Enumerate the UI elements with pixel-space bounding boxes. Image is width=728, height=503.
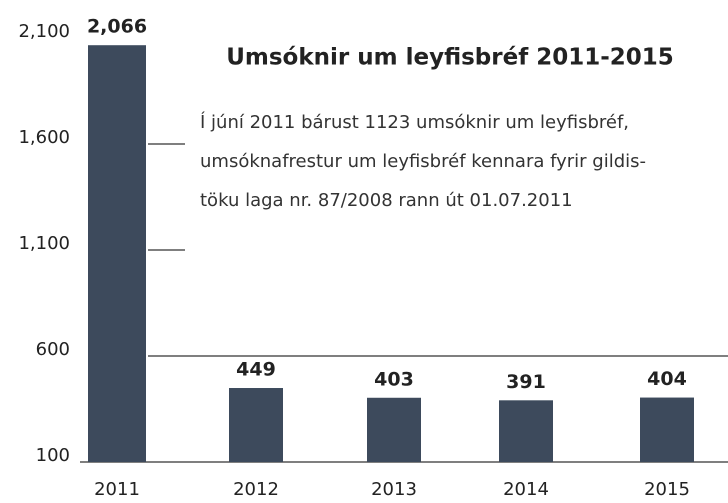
value-label: 403: [374, 368, 414, 390]
value-label: 449: [236, 359, 276, 381]
y-tick-label: 600: [36, 339, 70, 360]
bar: [640, 397, 694, 462]
value-label: 2,066: [87, 16, 147, 38]
annotation: umsóknafrestur um leyfisbréf kennara fyr…: [200, 151, 646, 172]
value-label: 391: [506, 371, 546, 393]
bar: [367, 397, 421, 462]
x-tick-label: 2013: [371, 479, 417, 500]
bar: [229, 388, 283, 462]
value-label: 404: [647, 368, 687, 390]
y-tick-label: 1,600: [18, 127, 70, 148]
x-tick-label: 2015: [644, 479, 690, 500]
annotation: töku laga nr. 87/2008 rann út 01.07.2011: [200, 190, 573, 211]
chart-title: Umsóknir um leyfisbréf 2011-2015: [226, 45, 674, 71]
y-tick-label: 100: [36, 445, 70, 466]
y-tick-label: 2,100: [18, 21, 70, 42]
x-tick-label: 2014: [503, 479, 549, 500]
annotation: Í júní 2011 bárust 1123 umsóknir um leyf…: [200, 111, 629, 133]
y-tick-label: 1,100: [18, 233, 70, 254]
x-tick-label: 2011: [94, 479, 140, 500]
bar: [499, 400, 553, 462]
bar: [88, 45, 146, 462]
x-tick-label: 2012: [233, 479, 279, 500]
